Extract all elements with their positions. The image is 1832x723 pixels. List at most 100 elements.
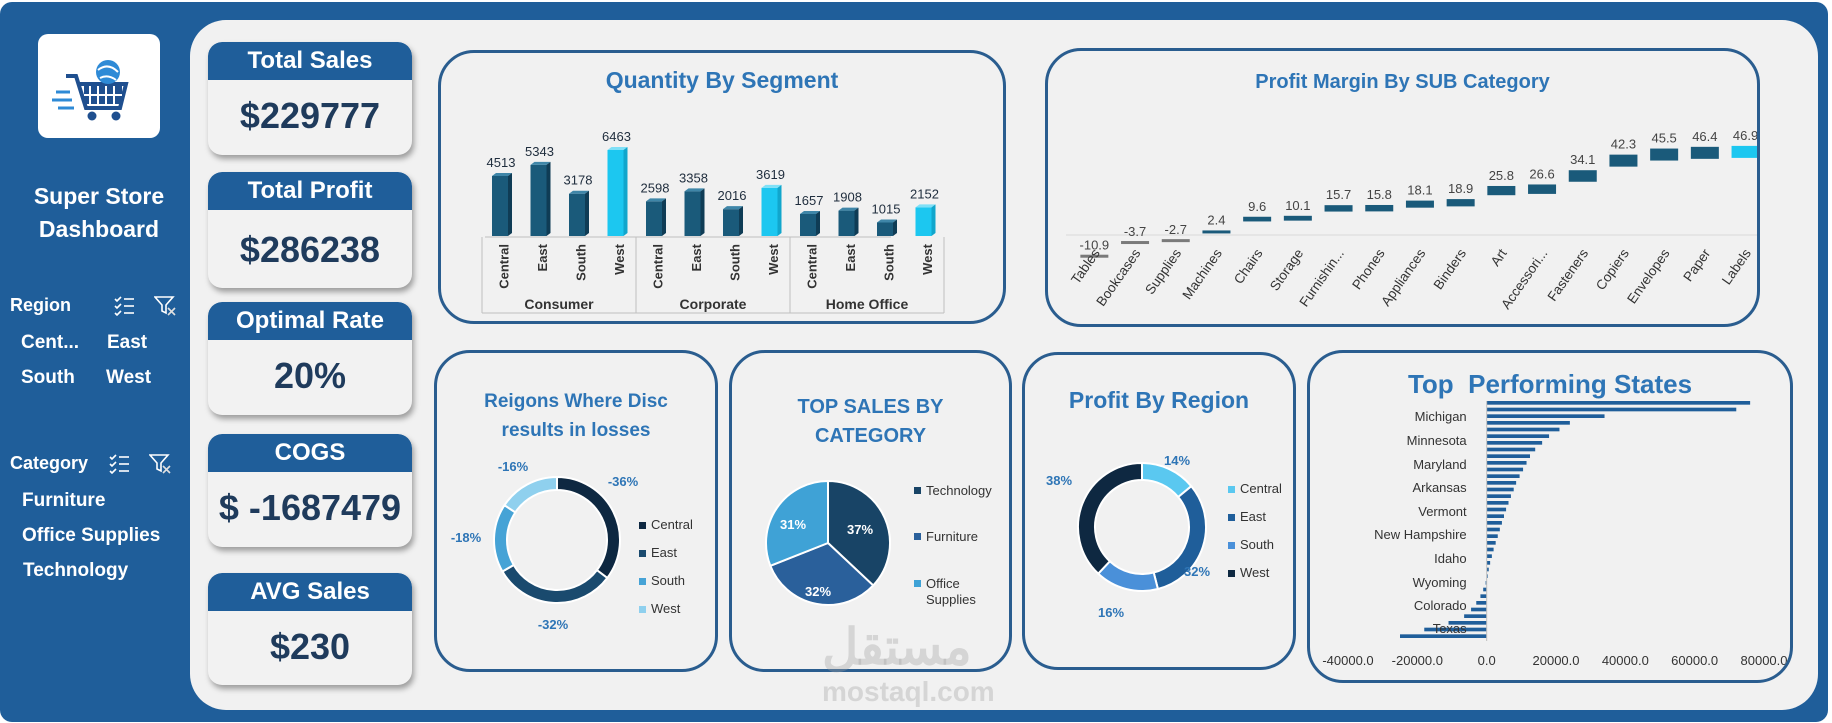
group-label: Corporate [680,296,747,312]
clear-filter-icon[interactable] [154,294,176,316]
category-item-office-supplies[interactable]: Office Supplies [22,525,161,546]
multi-select-icon[interactable] [108,452,130,474]
legend-entry: Technology [926,483,992,498]
kpi-label: AVG Sales [208,573,412,611]
chart-title: Reigons Where Disc results in losses [484,391,668,441]
bar [646,201,662,236]
data-label: -18% [451,530,482,545]
tick-label: Paper [1680,246,1713,285]
data-label: 46.4 [1692,129,1717,144]
legend-entry: Supplies [926,592,976,607]
quantity-by-segment-chart: 4513 Central 5343 East 3178 South 6463 West Cons… [481,129,945,314]
data-label: 31% [780,517,806,532]
legend-swatch [914,533,921,540]
data-label: 18.9 [1448,181,1473,196]
data-label: -32% [538,617,569,632]
legend-swatch [639,578,646,585]
kpi-total-profit: Total Profit $286238 [208,172,412,288]
region-item-west[interactable]: West [106,367,152,388]
data-label: 1908 [833,190,862,205]
data-label: 37% [847,522,873,537]
donut-slice [501,563,609,604]
bar-side [623,147,628,236]
tick-label: Texas [1433,621,1467,636]
bar [877,222,893,236]
tick-label: Supplies [1142,246,1184,297]
bar-side [739,206,743,236]
kpi-label: Optimal Rate [208,302,412,340]
panel-profit-by-region: Profit By Region 14% 32% 16% 38% Central East… [1022,352,1296,670]
bar [1486,474,1520,478]
data-label: 3178 [564,173,593,188]
tick-label: 80000.0 [1741,653,1788,668]
bar [1486,401,1751,405]
bar [723,209,739,236]
region-item-central[interactable]: Cent... [21,332,80,353]
pie-slice [827,479,891,587]
bar [1690,146,1719,159]
data-label: 4513 [487,155,516,170]
bar-top [877,219,897,223]
clear-filter-icon[interactable] [149,452,171,474]
data-label: 2.4 [1207,212,1225,227]
data-label: 18.1 [1407,183,1432,198]
multi-select-icon[interactable] [113,294,135,316]
panel-quantity-by-segment: Quantity By Segment 4513 Central 5343 East 3… [438,50,1006,324]
category-item-technology[interactable]: Technology [23,560,129,581]
bar [1080,254,1109,258]
bar [1202,230,1231,234]
bar [1486,454,1530,458]
tick-label: Machines [1179,246,1225,302]
bar [1243,216,1272,222]
bar [1486,494,1511,498]
donut-slice [1096,559,1160,592]
kpi-total-sales: Total Sales $229777 [208,42,412,155]
bar [1486,547,1494,552]
legend-swatch [639,606,646,613]
bar [1486,567,1489,572]
bar [1471,607,1487,612]
bar [1486,421,1570,425]
region-item-east[interactable]: East [107,332,148,353]
tick-label: West [766,243,781,274]
bar [1486,574,1488,578]
tick-label: Art [1488,246,1510,269]
legend-entry: Central [1240,481,1282,496]
bar [1486,461,1527,465]
kpi-value: $ -1687479 [218,487,402,528]
discount-losses-donut: -36% -32% -18% -16% Central East South West [451,459,693,632]
dashboard-title: Super Store Dashboard [0,180,198,246]
tick-label: Phones [1349,246,1388,292]
tick-label: East [535,243,550,271]
tick-label: Labels [1719,246,1754,287]
tick-label: Chairs [1231,246,1266,287]
bar [1528,184,1557,194]
bar [1486,527,1500,532]
region-item-south[interactable]: South [21,367,75,388]
kpi-value: $286238 [239,229,381,270]
data-label: 42.3 [1611,137,1636,152]
bar-top [530,161,551,165]
tick-label: East [689,243,704,271]
kpi-label: Total Profit [208,172,412,210]
category-item-furniture[interactable]: Furniture [22,490,106,511]
kpi-value: 20% [273,355,347,396]
tick-label: Central [496,244,511,289]
top-states-bar-chart: Michigan Minnesota Maryland Arkansas Vermont… [1322,401,1788,668]
tick-label: Tables [1068,246,1103,287]
data-label: 46.9 [1733,128,1757,143]
data-label: 6463 [602,129,631,144]
legend-entry: South [1240,537,1274,552]
panel-discount-losses: Reigons Where Disc results in losses -36… [434,350,718,672]
data-label: 5343 [525,144,554,159]
bar [1486,441,1543,445]
bar [1424,627,1487,632]
watermark-brand: مستقل [822,619,972,675]
bar [761,187,778,236]
legend-swatch [914,580,921,587]
donut-slice [493,503,517,573]
data-label: 3358 [679,170,708,185]
bar [1486,501,1509,505]
data-label: 3619 [756,167,785,182]
tick-label: New Hampshire [1374,527,1466,542]
